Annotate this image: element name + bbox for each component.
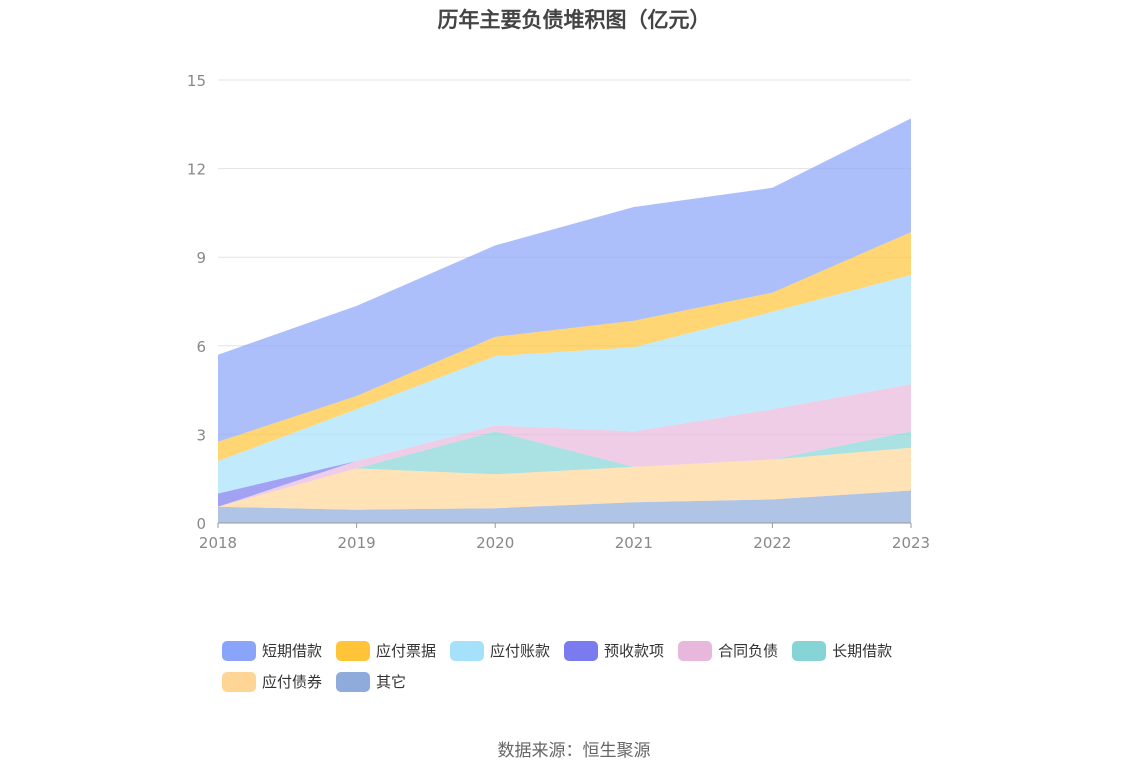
legend-label: 其它 [376, 673, 407, 691]
chart-legend: 短期借款 应付票据 应付账款 预收款项 合同负债 长期借款应付债券 其它 [222, 640, 942, 692]
x-tick-label: 2023 [892, 534, 930, 552]
legend-label: 应付债券 [262, 673, 323, 691]
legend-swatch [450, 640, 485, 661]
data-source: 数据来源：恒生聚源 [497, 741, 651, 761]
y-tick-label: 6 [196, 338, 206, 356]
stacked-area-chart: 0 3 6 9 12 15 2018 2019 2020 2021 2022 2023 [187, 72, 930, 552]
area-series [218, 118, 911, 442]
x-tick-label: 2018 [199, 534, 237, 552]
y-tick-label: 12 [187, 161, 206, 179]
legend-item[interactable]: 应付票据 [336, 640, 436, 661]
legend-label: 长期借款 [832, 642, 893, 660]
legend-swatch [336, 640, 371, 661]
area-series [218, 384, 911, 507]
y-tick-label: 0 [196, 515, 206, 533]
legend-item[interactable]: 合同负债 [678, 640, 778, 661]
area-series [218, 447, 911, 510]
y-tick-label: 3 [196, 426, 206, 444]
y-tick-label: 15 [187, 72, 206, 90]
legend-item[interactable]: 短期借款 [222, 640, 322, 661]
legend-swatch [678, 640, 713, 661]
legend-swatch [792, 640, 827, 661]
legend-swatch [222, 671, 256, 692]
legend-item[interactable]: 长期借款 [792, 640, 892, 661]
x-tick-label: 2020 [476, 534, 514, 552]
x-tick-label: 2022 [753, 534, 791, 552]
area-series [218, 490, 911, 523]
legend-label: 应付账款 [490, 642, 551, 660]
legend-swatch [222, 640, 256, 661]
x-tick-label: 2021 [615, 534, 653, 552]
legend-label: 预收款项 [604, 642, 665, 660]
y-tick-label: 9 [196, 249, 206, 267]
legend-label: 应付票据 [376, 642, 437, 660]
x-tick-label: 2019 [338, 534, 376, 552]
legend-item[interactable]: 应付债券 [222, 671, 322, 692]
legend-label: 合同负债 [718, 642, 779, 660]
legend-item[interactable]: 应付账款 [450, 640, 550, 661]
legend-swatch [336, 671, 371, 692]
legend-swatch [564, 640, 599, 661]
legend-item[interactable]: 预收款项 [564, 640, 664, 661]
area-series [218, 274, 911, 494]
area-series [218, 232, 911, 461]
legend-item[interactable]: 其它 [336, 671, 406, 692]
legend-label: 短期借款 [262, 642, 323, 660]
area-series [218, 431, 911, 507]
chart-title: 历年主要负债堆积图（亿元） [437, 8, 711, 32]
